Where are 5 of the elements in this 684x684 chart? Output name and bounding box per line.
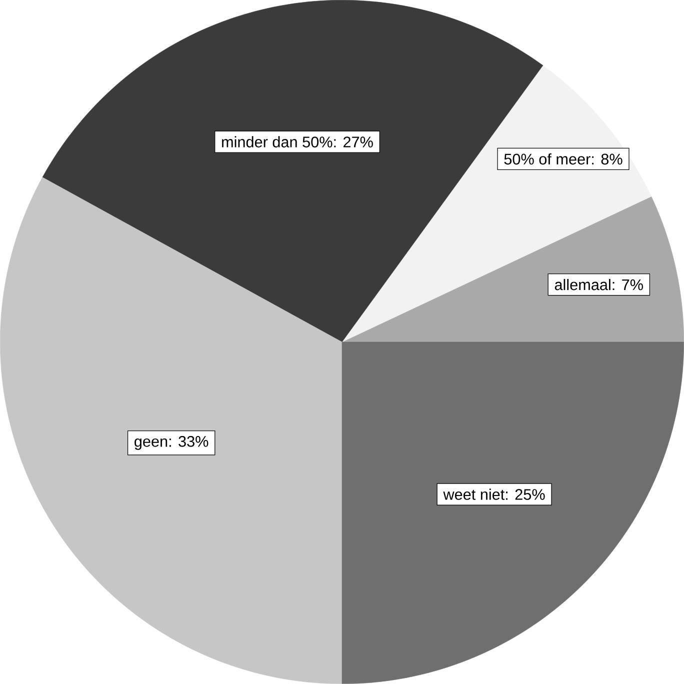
slice-label: minder dan 50%: 27% — [222, 136, 373, 148]
slice-label: weet niet: 25% — [443, 488, 545, 500]
slice-label: 50% of meer: 8% — [504, 153, 622, 165]
slice-label: geen: 33% — [134, 436, 208, 450]
slice-label: allemaal: 7% — [554, 279, 643, 290]
